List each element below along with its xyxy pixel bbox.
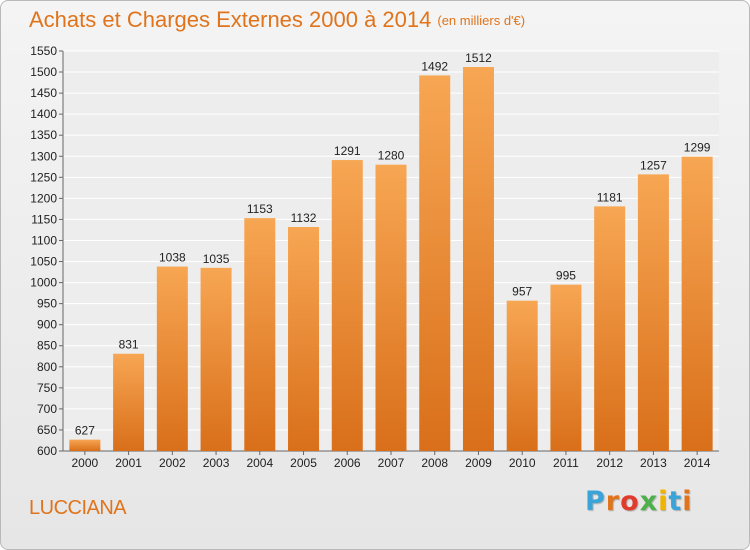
bar-2005 bbox=[288, 227, 320, 451]
x-tick-label: 2013 bbox=[640, 456, 667, 470]
x-tick-label: 2006 bbox=[334, 456, 361, 470]
bar-2001 bbox=[113, 353, 145, 451]
bar-2011 bbox=[550, 284, 582, 451]
bar-2009 bbox=[462, 67, 494, 451]
bar-value-label: 1492 bbox=[421, 59, 448, 73]
y-tick-label: 1450 bbox=[30, 86, 57, 100]
x-tick-label: 2007 bbox=[378, 456, 405, 470]
y-tick-label: 1250 bbox=[30, 170, 57, 184]
y-tick-label: 700 bbox=[37, 402, 57, 416]
bar-value-label: 831 bbox=[119, 338, 139, 352]
commune-name: LUCCIANA bbox=[29, 497, 127, 519]
x-tick-label: 2014 bbox=[684, 456, 711, 470]
y-tick-label: 1550 bbox=[30, 44, 57, 58]
proxiti-logo: Proxiti bbox=[585, 486, 693, 517]
y-tick-label: 1100 bbox=[31, 233, 57, 247]
y-tick-label: 600 bbox=[37, 444, 57, 458]
y-tick-label: 900 bbox=[37, 318, 57, 332]
y-tick-label: 800 bbox=[37, 360, 57, 374]
x-tick-label: 2005 bbox=[290, 456, 317, 470]
x-tick-label: 2004 bbox=[246, 456, 273, 470]
bar-value-label: 627 bbox=[75, 424, 95, 438]
bar-value-label: 1153 bbox=[247, 202, 273, 216]
x-tick-label: 2012 bbox=[596, 456, 623, 470]
y-tick-label: 950 bbox=[37, 297, 57, 311]
x-tick-label: 2011 bbox=[553, 456, 579, 470]
bar-2007 bbox=[375, 164, 407, 451]
labels: 600 650 700 750 800 850 900 950 1000 1050 1100 1150… bbox=[30, 44, 711, 470]
y-tick-label: 1300 bbox=[30, 149, 57, 163]
bar-value-label: 1132 bbox=[291, 211, 317, 225]
bar-value-label: 1035 bbox=[203, 252, 230, 266]
bars bbox=[69, 67, 713, 452]
bar-2004 bbox=[244, 218, 276, 451]
bar-value-label: 1280 bbox=[378, 149, 405, 163]
y-tick-label: 1400 bbox=[30, 107, 57, 121]
y-tick-label: 850 bbox=[37, 339, 57, 353]
bar-value-label: 1512 bbox=[465, 51, 492, 65]
bar-value-label: 1299 bbox=[684, 141, 711, 155]
bar-2012 bbox=[594, 206, 626, 451]
bar-2002 bbox=[156, 266, 188, 451]
bar-value-label: 957 bbox=[512, 285, 532, 299]
y-tick-label: 1000 bbox=[30, 276, 57, 290]
bar-2010 bbox=[506, 300, 538, 451]
x-tick-label: 2003 bbox=[203, 456, 230, 470]
x-tick-label: 2002 bbox=[159, 456, 186, 470]
bar-value-label: 1257 bbox=[640, 158, 667, 172]
chart-title: Achats et Charges Externes 2000 à 2014 (e… bbox=[29, 7, 525, 33]
x-tick-label: 2001 bbox=[115, 456, 142, 470]
y-tick-label: 1050 bbox=[30, 255, 57, 269]
x-tick-label: 2010 bbox=[509, 456, 536, 470]
bar-2006 bbox=[331, 160, 363, 452]
x-tick-label: 2000 bbox=[72, 456, 99, 470]
bar-2013 bbox=[637, 174, 669, 452]
chart-title-text: Achats et Charges Externes 2000 à 2014 bbox=[29, 7, 432, 32]
bar-value-label: 1181 bbox=[597, 190, 623, 204]
bar-2003 bbox=[200, 267, 232, 451]
bar-2008 bbox=[419, 75, 451, 451]
chart-subtitle: (en milliers d'€) bbox=[437, 13, 526, 28]
y-tick-label: 1150 bbox=[31, 212, 57, 226]
y-tick-label: 750 bbox=[37, 381, 57, 395]
bar-2000 bbox=[69, 439, 101, 451]
y-tick-label: 650 bbox=[37, 423, 57, 437]
bar-2014 bbox=[681, 156, 713, 451]
x-tick-label: 2009 bbox=[465, 456, 492, 470]
y-tick-label: 1500 bbox=[30, 65, 57, 79]
bar-value-label: 1291 bbox=[334, 144, 361, 158]
y-tick-label: 1200 bbox=[30, 191, 57, 205]
bar-value-label: 995 bbox=[556, 269, 576, 283]
y-tick-label: 1350 bbox=[30, 128, 57, 142]
bar-value-label: 1038 bbox=[159, 251, 186, 265]
x-tick-label: 2008 bbox=[421, 456, 448, 470]
